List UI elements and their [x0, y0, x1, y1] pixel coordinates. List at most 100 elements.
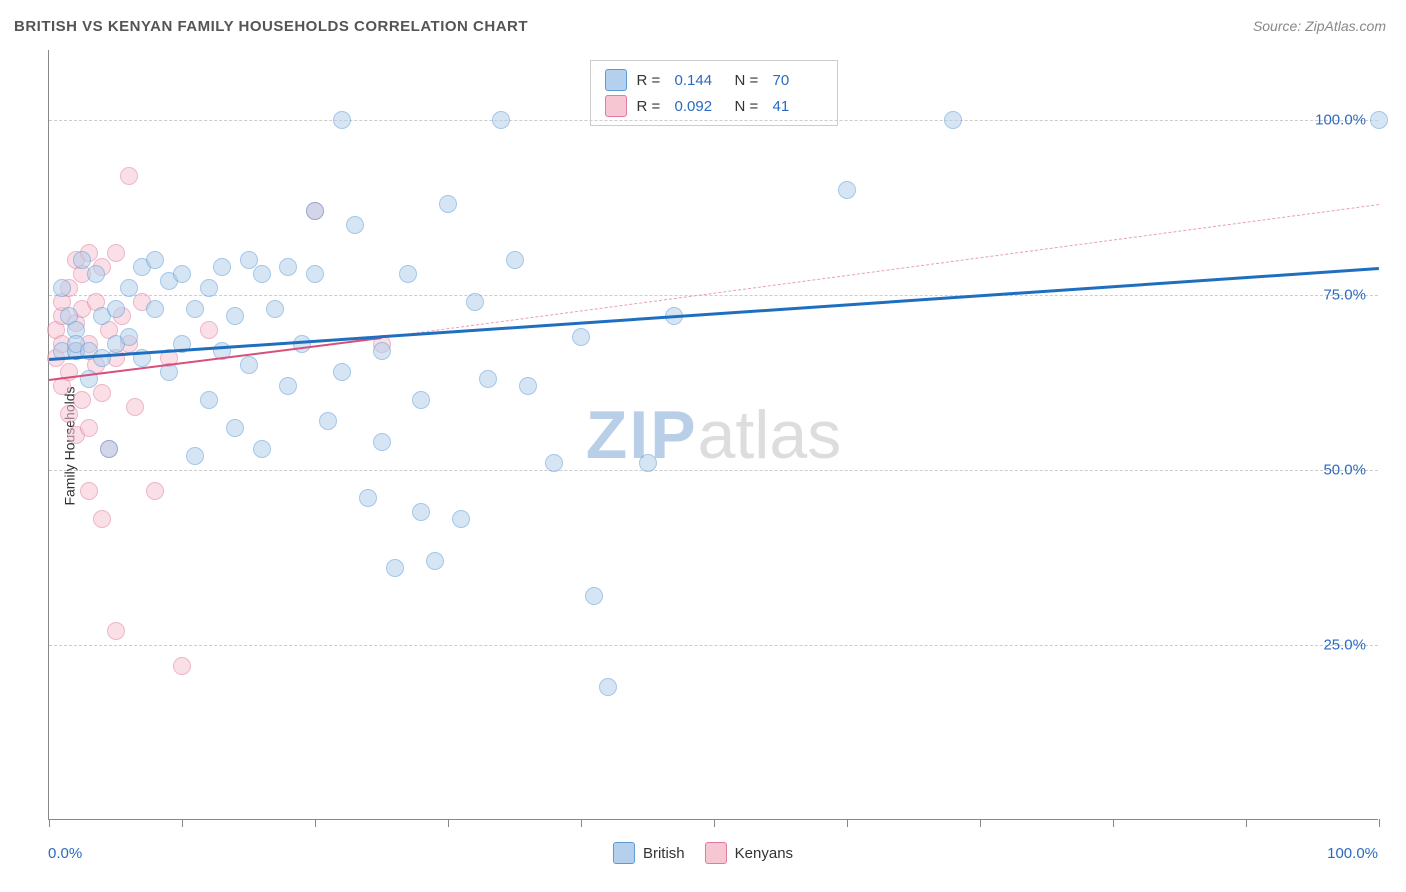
x-tick	[1379, 819, 1380, 827]
scatter-point-british	[213, 258, 231, 276]
grid-line	[49, 645, 1378, 646]
x-tick	[581, 819, 582, 827]
scatter-point-british	[53, 279, 71, 297]
scatter-point-british	[253, 440, 271, 458]
scatter-point-british	[186, 447, 204, 465]
watermark: ZIPatlas	[586, 396, 841, 474]
scatter-point-british	[838, 181, 856, 199]
scatter-point-british	[466, 293, 484, 311]
scatter-point-british	[87, 265, 105, 283]
legend-r-label: R =	[637, 72, 665, 89]
scatter-point-british	[200, 279, 218, 297]
legend-swatch-kenyans	[605, 95, 627, 117]
grid-line	[49, 470, 1378, 471]
legend-swatch-british	[605, 69, 627, 91]
scatter-point-kenyans	[107, 244, 125, 262]
x-tick	[49, 819, 50, 827]
chart-container: BRITISH VS KENYAN FAMILY HOUSEHOLDS CORR…	[0, 0, 1406, 892]
scatter-point-british	[93, 349, 111, 367]
x-tick	[1113, 819, 1114, 827]
legend-n-value: 41	[773, 98, 823, 115]
scatter-point-british	[386, 559, 404, 577]
scatter-point-british	[572, 328, 590, 346]
grid-line	[49, 295, 1378, 296]
scatter-point-british	[146, 300, 164, 318]
y-tick-label: 50.0%	[1323, 462, 1366, 479]
scatter-point-british	[120, 328, 138, 346]
scatter-point-british	[519, 377, 537, 395]
scatter-point-british	[492, 111, 510, 129]
scatter-point-kenyans	[146, 482, 164, 500]
scatter-point-british	[452, 510, 470, 528]
legend-r-value: 0.144	[675, 72, 725, 89]
y-tick-label: 100.0%	[1315, 112, 1366, 129]
scatter-point-kenyans	[80, 482, 98, 500]
chart-source: Source: ZipAtlas.com	[1253, 18, 1386, 34]
scatter-point-british	[173, 265, 191, 283]
scatter-point-british	[186, 300, 204, 318]
scatter-point-british	[359, 489, 377, 507]
legend-n-label: N =	[735, 72, 763, 89]
x-tick	[714, 819, 715, 827]
scatter-point-british	[944, 111, 962, 129]
legend-label: British	[643, 845, 685, 862]
legend-n-value: 70	[773, 72, 823, 89]
legend-item-kenyans: Kenyans	[705, 842, 793, 864]
trend-line-british	[49, 267, 1379, 361]
scatter-point-british	[120, 279, 138, 297]
legend-label: Kenyans	[735, 845, 793, 862]
scatter-point-british	[373, 433, 391, 451]
scatter-point-british	[333, 111, 351, 129]
scatter-point-kenyans	[93, 384, 111, 402]
legend-r-value: 0.092	[675, 98, 725, 115]
plot-area: ZIPatlas R = 0.144 N = 70 R = 0.092 N = …	[48, 50, 1378, 820]
scatter-point-british	[585, 587, 603, 605]
x-tick	[315, 819, 316, 827]
scatter-point-kenyans	[173, 657, 191, 675]
watermark-part2: atlas	[698, 397, 842, 473]
x-tick	[1246, 819, 1247, 827]
trend-line-kenyans-extrapolated	[381, 204, 1379, 338]
scatter-point-british	[100, 440, 118, 458]
legend-item-british: British	[613, 842, 685, 864]
chart-title: BRITISH VS KENYAN FAMILY HOUSEHOLDS CORR…	[14, 18, 528, 35]
scatter-point-british	[226, 307, 244, 325]
scatter-point-british	[279, 258, 297, 276]
scatter-point-british	[279, 377, 297, 395]
scatter-point-british	[479, 370, 497, 388]
scatter-point-british	[319, 412, 337, 430]
scatter-point-kenyans	[126, 398, 144, 416]
x-tick	[980, 819, 981, 827]
scatter-point-british	[439, 195, 457, 213]
y-tick-label: 25.0%	[1323, 637, 1366, 654]
scatter-point-british	[599, 678, 617, 696]
legend-swatch-kenyans	[705, 842, 727, 864]
scatter-point-british	[373, 342, 391, 360]
scatter-point-british	[1370, 111, 1388, 129]
legend-series: British Kenyans	[613, 842, 793, 864]
scatter-point-british	[266, 300, 284, 318]
y-tick-label: 75.0%	[1323, 287, 1366, 304]
scatter-point-british	[253, 265, 271, 283]
grid-line	[49, 120, 1378, 121]
scatter-point-british	[200, 391, 218, 409]
x-tick	[182, 819, 183, 827]
legend-swatch-british	[613, 842, 635, 864]
scatter-point-kenyans	[93, 510, 111, 528]
scatter-point-british	[426, 552, 444, 570]
x-tick	[847, 819, 848, 827]
legend-n-label: N =	[735, 98, 763, 115]
legend-row: R = 0.092 N = 41	[605, 93, 823, 119]
scatter-point-british	[226, 419, 244, 437]
legend-r-label: R =	[637, 98, 665, 115]
scatter-point-kenyans	[120, 167, 138, 185]
scatter-point-british	[412, 391, 430, 409]
scatter-point-kenyans	[200, 321, 218, 339]
scatter-point-british	[107, 300, 125, 318]
scatter-point-british	[306, 265, 324, 283]
scatter-point-kenyans	[60, 405, 78, 423]
scatter-point-british	[333, 363, 351, 381]
scatter-point-british	[306, 202, 324, 220]
x-axis-min-label: 0.0%	[48, 845, 82, 862]
scatter-point-british	[506, 251, 524, 269]
